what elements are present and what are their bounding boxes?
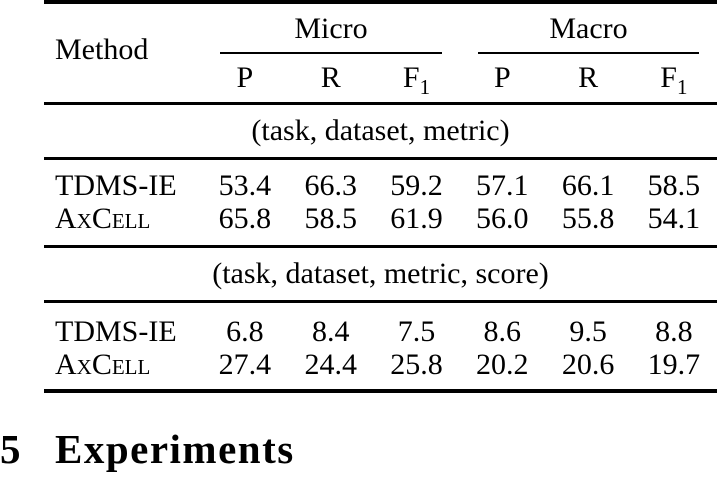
metric-value-cell: 55.8 bbox=[561, 201, 615, 235]
metric-column-header-macro-f1: F1 bbox=[660, 61, 688, 99]
table-rule-mid bbox=[44, 157, 717, 160]
table-rule-mid bbox=[44, 300, 717, 303]
table-row: AxCell 27.4 24.4 25.8 20.2 20.6 19.7 bbox=[44, 348, 717, 381]
column-group-macro: Macro bbox=[460, 4, 717, 54]
cmidrule-micro bbox=[220, 52, 442, 54]
method-name-cell: TDMS-IE bbox=[55, 168, 177, 202]
group-label-micro: Micro bbox=[294, 12, 368, 45]
cmidrule-macro bbox=[478, 52, 699, 54]
group-label-macro: Macro bbox=[549, 12, 628, 45]
metric-value-cell: 54.1 bbox=[647, 201, 701, 235]
table-header: Method Micro Macro P R F1 P R F1 bbox=[44, 4, 717, 105]
metric-value-cell: 20.2 bbox=[476, 347, 529, 381]
table-row: TDMS-IE 53.4 66.3 59.2 57.1 66.1 58.5 bbox=[44, 169, 717, 202]
metric-value-cell: 59.2 bbox=[390, 168, 443, 202]
metric-value-cell: 9.5 bbox=[569, 314, 607, 348]
method-name-cell: AxCell bbox=[55, 201, 151, 235]
metric-value-cell: 8.8 bbox=[655, 314, 693, 348]
table-body-section-1: TDMS-IE 53.4 66.3 59.2 57.1 66.1 58.5 Ax… bbox=[44, 160, 717, 245]
column-group-micro: Micro bbox=[202, 4, 460, 54]
metric-column-header-macro-r: R bbox=[578, 61, 599, 94]
metric-value-cell: 25.8 bbox=[390, 347, 443, 381]
metric-value-cell: 19.7 bbox=[647, 347, 701, 381]
section-number: 5 bbox=[0, 426, 22, 472]
metric-value-cell: 65.8 bbox=[218, 201, 272, 235]
metric-value-cell: 66.1 bbox=[561, 168, 615, 202]
metric-value-cell: 57.1 bbox=[476, 168, 529, 202]
metric-column-header-micro-r: R bbox=[320, 61, 341, 94]
table-row: AxCell 65.8 58.5 61.9 56.0 55.8 54.1 bbox=[44, 202, 717, 235]
method-column-header: Method bbox=[55, 33, 149, 66]
metric-value-cell: 6.8 bbox=[226, 314, 264, 348]
metric-value-cell: 27.4 bbox=[218, 347, 272, 381]
section-span-header: (task, dataset, metric, score) bbox=[212, 257, 549, 290]
metric-value-cell: 8.6 bbox=[483, 314, 522, 348]
metric-value-cell: 61.9 bbox=[390, 201, 443, 235]
section-heading: 5 Experiments bbox=[0, 429, 295, 470]
metric-value-cell: 53.4 bbox=[218, 168, 272, 202]
metric-value-cell: 58.5 bbox=[647, 168, 701, 202]
metric-value-cell: 58.5 bbox=[304, 201, 357, 235]
method-name-cell: TDMS-IE bbox=[55, 314, 177, 348]
metric-column-header-micro-f1: F1 bbox=[402, 61, 431, 99]
table-row: TDMS-IE 6.8 8.4 7.5 8.6 9.5 8.8 bbox=[44, 315, 717, 348]
metric-header-row: P R F1 P R F1 bbox=[44, 54, 717, 102]
metric-value-cell: 66.3 bbox=[304, 168, 357, 202]
section-span-header: (task, dataset, metric) bbox=[251, 114, 510, 147]
results-table: Method Micro Macro P R F1 P R F1 bbox=[44, 0, 717, 393]
column-group-row: Micro Macro bbox=[44, 4, 717, 54]
metric-column-header-macro-p: P bbox=[493, 61, 511, 94]
metric-column-header-micro-p: P bbox=[236, 61, 254, 94]
metric-value-cell: 24.4 bbox=[304, 347, 357, 381]
section-title: Experiments bbox=[55, 426, 295, 472]
metric-value-cell: 56.0 bbox=[476, 201, 529, 235]
table-rule-bottom bbox=[44, 389, 717, 393]
method-name-cell: AxCell bbox=[55, 347, 151, 381]
metric-value-cell: 8.4 bbox=[311, 314, 350, 348]
table-rule-mid bbox=[44, 245, 717, 248]
metric-value-cell: 20.6 bbox=[561, 347, 615, 381]
metric-value-cell: 7.5 bbox=[397, 314, 436, 348]
table-rule-top bbox=[44, 0, 717, 4]
table-body-section-2: TDMS-IE 6.8 8.4 7.5 8.6 9.5 8.8 AxCell 2… bbox=[44, 303, 717, 389]
